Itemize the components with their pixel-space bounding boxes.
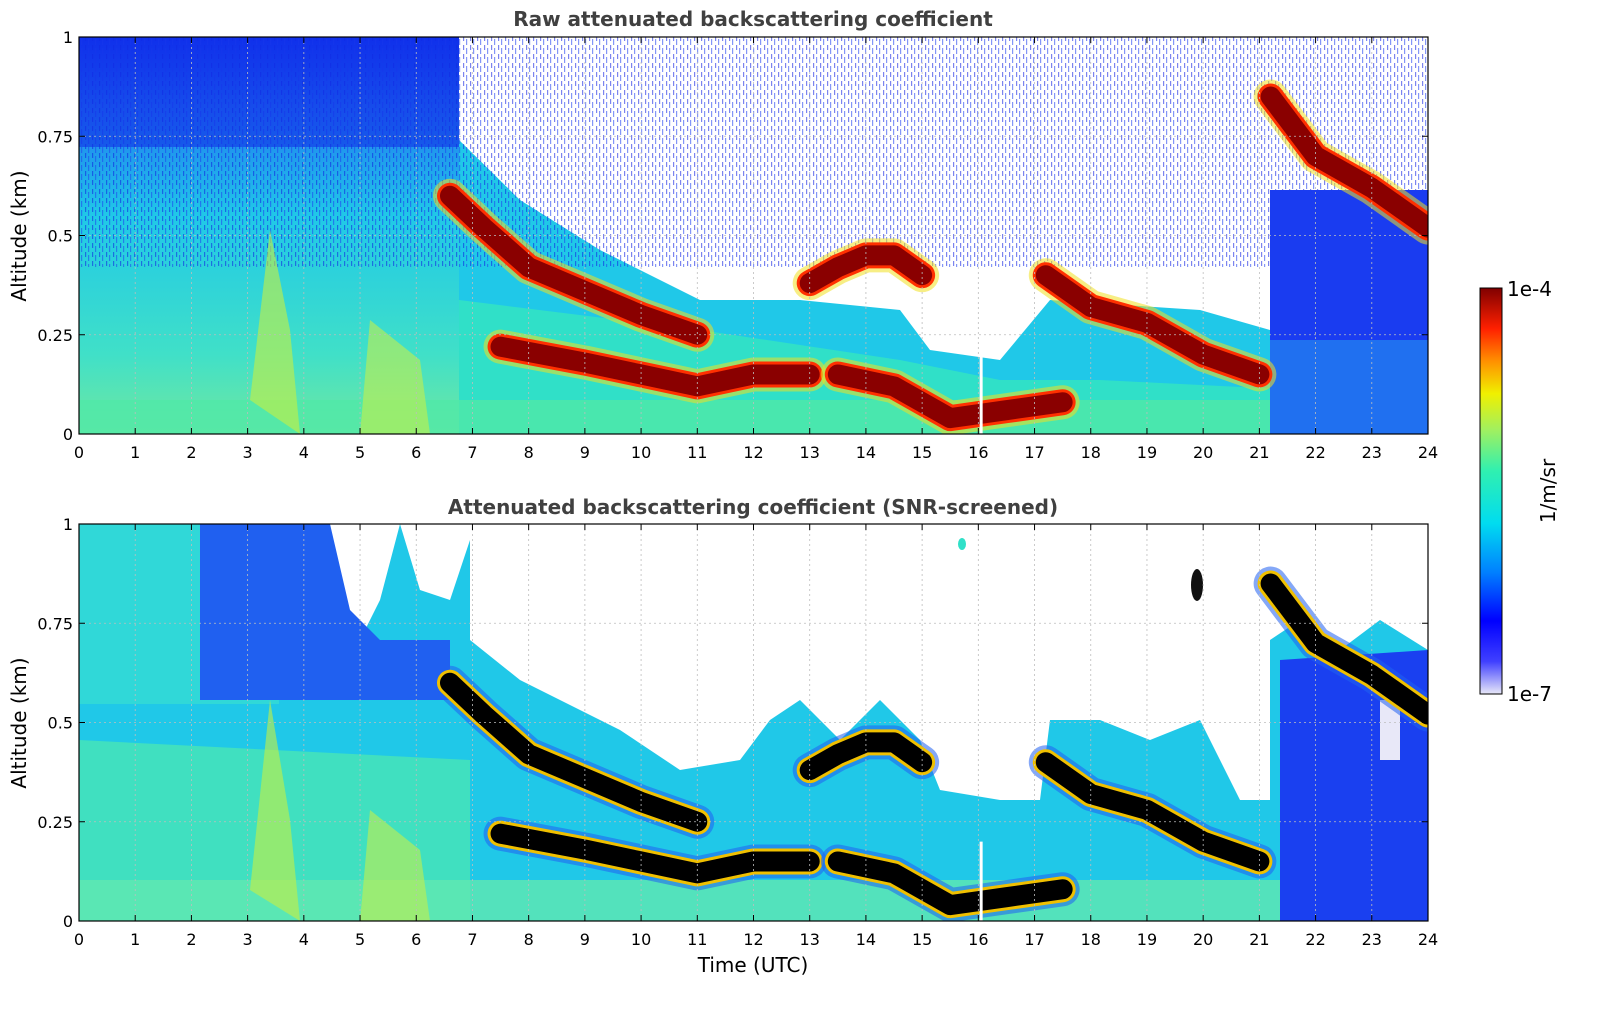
x-tick-label: 4 bbox=[299, 443, 309, 462]
x-tick-label: 8 bbox=[524, 930, 534, 949]
x-tick-label: 20 bbox=[1193, 443, 1213, 462]
x-tick-label: 7 bbox=[467, 930, 477, 949]
panel-raw: Raw attenuated backscattering coefficien… bbox=[7, 7, 1438, 462]
x-tick-label: 2 bbox=[186, 443, 196, 462]
x-tick-label: 21 bbox=[1249, 443, 1269, 462]
x-tick-label: 22 bbox=[1305, 930, 1325, 949]
xlabel: Time (UTC) bbox=[697, 953, 809, 977]
y-tick-label: 0 bbox=[63, 425, 73, 444]
x-tick-label: 13 bbox=[800, 930, 820, 949]
x-tick-label: 14 bbox=[856, 930, 876, 949]
ylabel-screened: Altitude (km) bbox=[7, 657, 31, 788]
x-tick-label: 1 bbox=[130, 930, 140, 949]
x-tick-label: 5 bbox=[355, 443, 365, 462]
y-tick-label: 1 bbox=[63, 28, 73, 47]
colorbar-unit-label: 1/m/sr bbox=[1536, 458, 1560, 523]
colorbar: 1e-4 1e-7 1/m/sr bbox=[1479, 277, 1560, 706]
x-tick-label: 22 bbox=[1305, 443, 1325, 462]
y-tick-label: 0.75 bbox=[37, 614, 73, 633]
x-tick-label: 19 bbox=[1137, 930, 1157, 949]
x-tick-label: 8 bbox=[524, 443, 534, 462]
x-tick-label: 14 bbox=[856, 443, 876, 462]
x-tick-label: 9 bbox=[580, 443, 590, 462]
grid-screened bbox=[79, 524, 1428, 921]
x-tick-label: 5 bbox=[355, 930, 365, 949]
x-tick-label: 13 bbox=[800, 443, 820, 462]
grid-raw bbox=[79, 37, 1428, 434]
x-tick-label: 15 bbox=[912, 930, 932, 949]
x-tick-label: 18 bbox=[1081, 930, 1101, 949]
cloud-layers-raw bbox=[432, 79, 1428, 434]
x-tick-label: 17 bbox=[1024, 930, 1044, 949]
y-tick-label: 0 bbox=[63, 912, 73, 931]
x-tick-label: 17 bbox=[1024, 443, 1044, 462]
panel-screened: Attenuated backscattering coefficient (S… bbox=[7, 495, 1438, 977]
x-tick-label: 21 bbox=[1249, 930, 1269, 949]
panel-title-screened: Attenuated backscattering coefficient (S… bbox=[448, 495, 1058, 519]
x-tick-label: 6 bbox=[411, 930, 421, 949]
x-tick-label: 19 bbox=[1137, 443, 1157, 462]
x-tick-label: 3 bbox=[243, 930, 253, 949]
x-tick-label: 23 bbox=[1362, 443, 1382, 462]
x-tick-label: 15 bbox=[912, 443, 932, 462]
cloud-layer-night bbox=[1260, 86, 1428, 238]
x-tick-label: 11 bbox=[687, 930, 707, 949]
ylabel-raw: Altitude (km) bbox=[7, 170, 31, 301]
ticks-screened: 0 1 2 3 4 5 6 7 8 9 10 11 12 13 14 15 16 17 18 19 20 21 22 23 24… bbox=[37, 515, 1438, 949]
x-tick-label: 3 bbox=[243, 443, 253, 462]
x-tick-label: 2 bbox=[186, 930, 196, 949]
cloud-layer-low bbox=[827, 851, 1073, 916]
cloud-layer-mid bbox=[799, 245, 933, 294]
x-tick-label: 23 bbox=[1362, 930, 1382, 949]
y-tick-label: 0.25 bbox=[37, 326, 73, 345]
x-tick-label: 7 bbox=[467, 443, 477, 462]
x-tick-label: 24 bbox=[1418, 443, 1438, 462]
cloud-layer-night bbox=[1260, 573, 1428, 725]
x-tick-label: 6 bbox=[411, 443, 421, 462]
y-tick-label: 1 bbox=[63, 515, 73, 534]
y-tick-label: 0.25 bbox=[37, 813, 73, 832]
x-tick-label: 9 bbox=[580, 930, 590, 949]
x-tick-label: 18 bbox=[1081, 443, 1101, 462]
panel-title-raw: Raw attenuated backscattering coefficien… bbox=[513, 7, 993, 31]
cloud-layer-upper bbox=[439, 185, 708, 345]
cloud-layer-mid bbox=[799, 732, 933, 781]
x-tick-label: 10 bbox=[631, 930, 651, 949]
x-tick-label: 11 bbox=[687, 443, 707, 462]
x-tick-label: 20 bbox=[1193, 930, 1213, 949]
ticks-raw: 0 1 2 3 4 5 6 7 8 9 10 11 12 13 14 15 16 17 18 19 20 21 22 23 24… bbox=[37, 28, 1438, 462]
x-tick-label: 12 bbox=[743, 443, 763, 462]
colorbar-max-label: 1e-4 bbox=[1507, 277, 1552, 301]
y-tick-label: 0.5 bbox=[48, 714, 73, 733]
y-tick-label: 0.5 bbox=[48, 227, 73, 246]
y-tick-label: 0.75 bbox=[37, 127, 73, 146]
cloud-layer-lower bbox=[490, 336, 820, 397]
x-tick-label: 0 bbox=[74, 443, 84, 462]
cloud-layer-lower bbox=[490, 823, 820, 884]
cloud-layer-upper bbox=[439, 672, 708, 832]
x-tick-label: 24 bbox=[1418, 930, 1438, 949]
x-tick-label: 0 bbox=[74, 930, 84, 949]
x-tick-label: 10 bbox=[631, 443, 651, 462]
x-tick-label: 4 bbox=[299, 930, 309, 949]
colorbar-min-label: 1e-7 bbox=[1507, 682, 1552, 706]
x-tick-label: 16 bbox=[968, 930, 988, 949]
cloud-layer-low bbox=[827, 364, 1073, 429]
x-tick-label: 16 bbox=[968, 443, 988, 462]
x-tick-label: 12 bbox=[743, 930, 763, 949]
colorbar-gradient bbox=[1479, 287, 1503, 695]
x-tick-label: 1 bbox=[130, 443, 140, 462]
